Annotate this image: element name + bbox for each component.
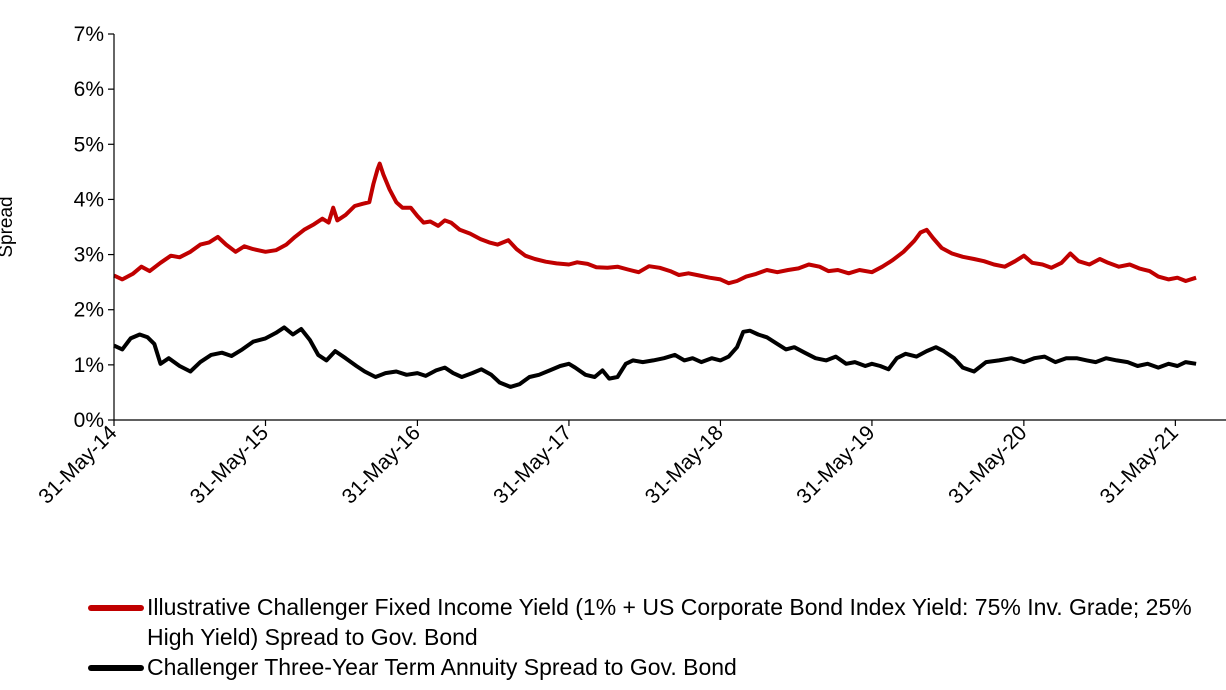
legend-label: Challenger Three-Year Term Annuity Sprea…: [147, 654, 737, 680]
legend-item-fixed-income-yield: Illustrative Challenger Fixed Income Yie…: [88, 592, 1218, 652]
legend-swatch-red: [88, 605, 144, 611]
series-line-term-annuity: [113, 325, 1197, 389]
y-tick-label: 0%: [74, 409, 104, 432]
y-tick-label: 2%: [74, 299, 104, 322]
y-tick-label: 1%: [74, 354, 104, 377]
x-tick-label: 31-May-16: [338, 421, 425, 508]
x-tick-label: 31-May-21: [1096, 421, 1183, 508]
series-lines: [113, 161, 1197, 389]
series-line-fixed-income-yield: [113, 161, 1197, 286]
x-tick-label: 31-May-14: [34, 421, 121, 508]
y-axis-ticks: 0% 1% 2% 3% 4% 5% 6% 7%: [74, 23, 114, 432]
y-tick-label: 7%: [74, 23, 104, 46]
y-tick-label: 5%: [74, 133, 104, 156]
x-axis-ticks: 31-May-14 31-May-15 31-May-16 31-May-17 31-M…: [34, 420, 1183, 509]
x-tick-label: 31-May-20: [944, 421, 1031, 508]
x-tick-label: 31-May-18: [641, 421, 728, 508]
y-tick-label: 3%: [74, 244, 104, 267]
legend-label: Illustrative Challenger Fixed Income Yie…: [147, 594, 1192, 650]
chart-legend: Illustrative Challenger Fixed Income Yie…: [88, 592, 1218, 682]
y-axis-title: Spread: [0, 196, 17, 257]
x-tick-label: 31-May-17: [489, 421, 576, 508]
y-tick-label: 6%: [74, 78, 104, 101]
x-tick-label: 31-May-15: [186, 421, 273, 508]
legend-swatch-black: [88, 665, 144, 671]
y-tick-label: 4%: [74, 188, 104, 211]
legend-item-term-annuity: Challenger Three-Year Term Annuity Sprea…: [88, 652, 1218, 682]
line-chart: 0%1%2%3%4%5%6%7% 31-May-14 31-May-15 31-Ma…: [0, 23, 1226, 509]
x-tick-label: 31-May-19: [792, 421, 879, 508]
